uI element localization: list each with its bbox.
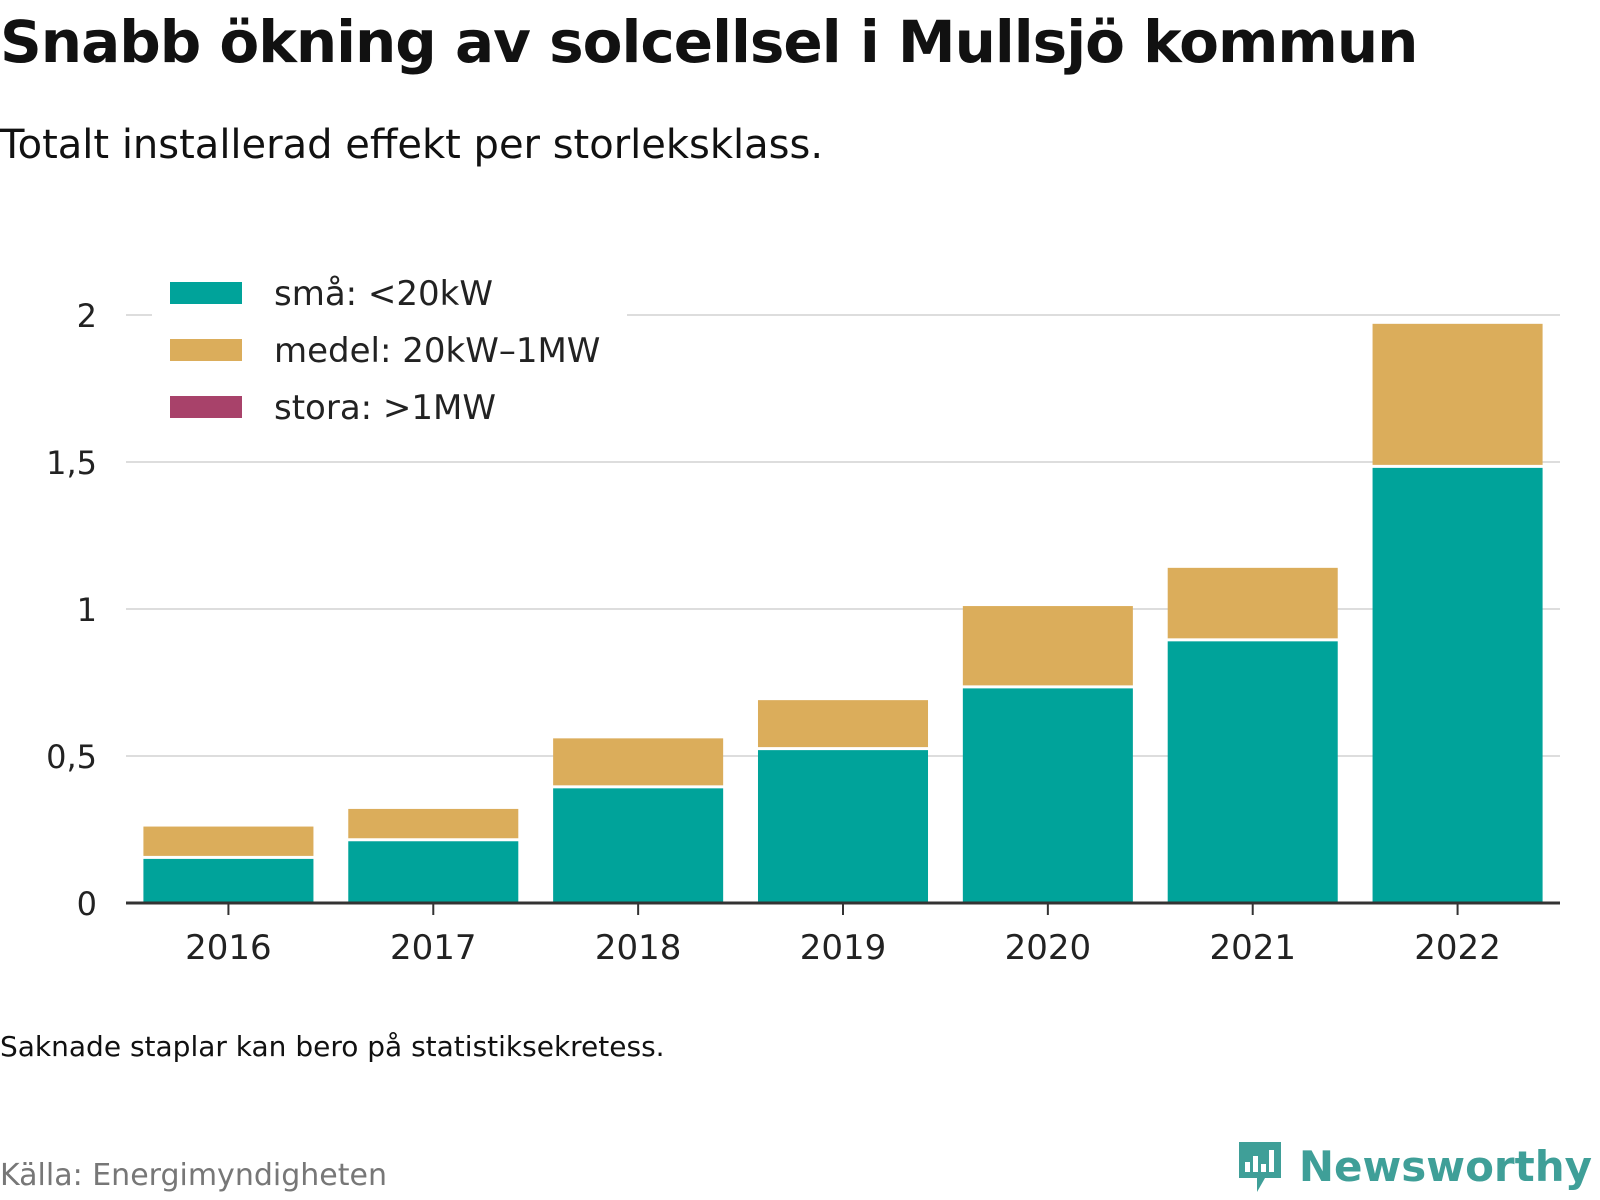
legend-swatch [170,339,242,361]
newsworthy-logo-icon [1238,1142,1281,1192]
bar-segment [348,841,519,903]
brand-logo: Newsworthy [1235,1138,1592,1194]
bar-segment [553,788,724,903]
bar-segment [1372,467,1543,903]
stacked-bar-chart: 0 0,5 1 1,5 2 2016 2017 2018 2019 2020 2021 2022 sm… [46,270,1560,968]
legend: små: <20kW medel: 20kW–1MW stora: >1MW [152,270,627,428]
bar-segment [757,750,929,903]
bar-segment [143,826,314,856]
source-label: Källa: Energimyndigheten [0,1158,387,1193]
bar-segment [143,858,314,903]
x-tick-label: 2021 [1209,928,1296,968]
bar-segment [1372,323,1543,465]
legend-swatch [170,396,242,418]
bar-segment [962,688,1133,903]
legend-label: stora: >1MW [274,388,496,428]
x-tick-label: 2016 [185,928,272,968]
legend-swatch [170,282,242,304]
bar-segment [1167,567,1338,639]
legend-label: små: <20kW [274,274,493,314]
axes: 0 0,5 1 1,5 2 2016 2017 2018 2019 2020 2021 2022 [46,297,1560,968]
x-tick-label: 2019 [800,928,887,968]
y-tick-label: 0,5 [46,738,97,776]
chart-subtitle: Totalt installerad effekt per storlekskl… [0,122,824,168]
bar-segment [962,606,1133,686]
y-tick-label: 1,5 [46,444,97,482]
footnote: Saknade staplar kan bero på statistiksek… [0,1030,665,1063]
x-tick-label: 2022 [1414,928,1501,968]
y-tick-label: 2 [77,297,97,335]
bars [143,323,1543,903]
bar-segment [1167,641,1338,903]
x-tick-label: 2018 [595,928,682,968]
bar-segment [553,738,724,786]
y-tick-label: 0 [77,885,97,923]
brand-name: Newsworthy [1298,1141,1592,1191]
x-tick-label: 2020 [1005,928,1092,968]
bar-segment [348,808,519,839]
legend-label: medel: 20kW–1MW [274,331,600,371]
y-tick-label: 1 [77,591,97,629]
chart-title: Snabb ökning av solcellsel i Mullsjö kom… [0,8,1418,76]
x-tick-label: 2017 [390,928,477,968]
bar-segment [757,700,929,748]
